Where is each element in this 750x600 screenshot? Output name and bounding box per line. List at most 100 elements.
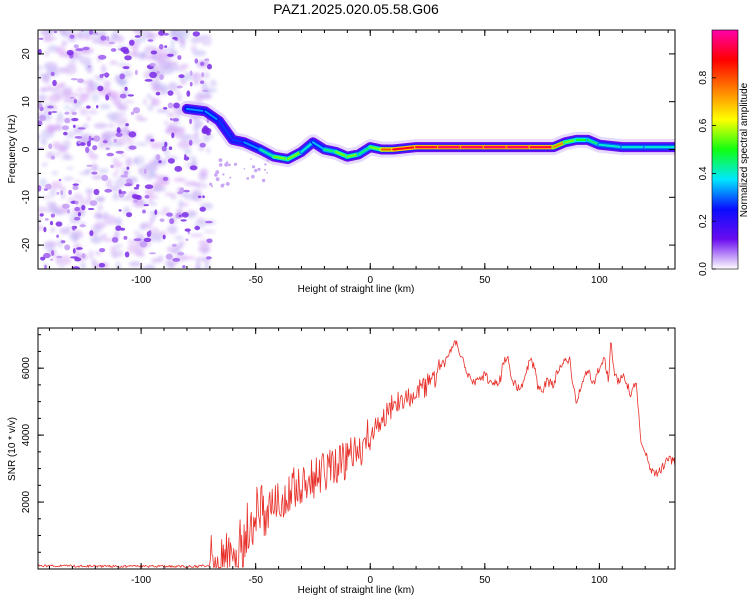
noise-dot: [211, 185, 214, 188]
noise-blob: [89, 153, 99, 160]
noise-blob: [135, 114, 143, 121]
noise-blob: [68, 232, 80, 240]
noise-blob: [134, 35, 141, 38]
noise-dot: [266, 171, 269, 174]
noise-blob: [96, 105, 99, 109]
noise-blob: [147, 104, 154, 112]
noise-blob: [88, 108, 98, 115]
noise-blob: [197, 195, 202, 198]
noise-blob: [156, 108, 170, 113]
noise-blob: [166, 112, 176, 118]
noise-blob: [101, 174, 109, 182]
noise-blob: [72, 185, 79, 191]
noise-blob: [159, 218, 165, 222]
noise-blob: [152, 85, 161, 92]
noise-blob: [48, 111, 52, 115]
noise-dot: [254, 168, 258, 173]
noise-blob: [128, 145, 137, 150]
noise-blob: [86, 116, 91, 122]
noise-blob: [93, 32, 99, 35]
noise-blob: [183, 148, 192, 155]
noise-blob: [192, 125, 200, 132]
noise-blob: [184, 228, 191, 232]
noise-blob: [130, 191, 139, 196]
noise-blob: [73, 44, 79, 49]
noise-blob: [189, 165, 198, 171]
noise-blob: [105, 147, 111, 151]
noise-blob: [107, 141, 121, 147]
noise-blob: [112, 96, 122, 106]
noise-blob: [74, 257, 82, 262]
noise-blob: [172, 36, 178, 40]
noise-blob: [63, 176, 74, 181]
noise-blob: [177, 251, 185, 256]
noise-blob: [89, 250, 94, 260]
noise-blob: [87, 188, 95, 194]
noise-blob: [173, 177, 186, 183]
noise-blob: [81, 253, 86, 259]
noise-blob: [192, 49, 207, 57]
noise-blob: [43, 252, 51, 259]
noise-blob: [172, 258, 181, 262]
noise-blob: [177, 94, 182, 102]
noise-blob: [55, 116, 65, 124]
noise-blob: [63, 105, 71, 110]
noise-dot: [225, 182, 230, 186]
noise-blob: [38, 103, 43, 109]
noise-blob: [109, 60, 118, 65]
noise-blob: [44, 218, 49, 221]
noise-blob: [99, 103, 111, 110]
noise-dot: [223, 183, 225, 186]
noise-blob: [197, 91, 203, 101]
noise-blob: [45, 183, 52, 190]
noise-dot: [222, 173, 225, 176]
noise-blob: [110, 249, 124, 258]
noise-blob: [116, 127, 121, 134]
noise-blob: [180, 202, 189, 207]
noise-blob: [75, 99, 84, 105]
noise-blob: [206, 147, 211, 154]
noise-blob: [72, 266, 81, 269]
noise-blob: [115, 132, 123, 138]
noise-blob: [191, 188, 202, 197]
noise-blob: [124, 137, 134, 142]
noise-blob: [124, 183, 132, 187]
noise-blob: [71, 117, 79, 122]
snr-y-label: SNR (10 * v/v): [7, 417, 18, 481]
noise-blob: [74, 206, 80, 212]
noise-blob: [108, 41, 115, 45]
noise-blob: [47, 205, 61, 214]
ridge-core: [243, 141, 262, 151]
noise-blob: [70, 78, 78, 81]
noise-blob: [123, 125, 129, 134]
snr-x-label: Height of straight line (km): [298, 585, 415, 596]
noise-blob: [165, 253, 173, 260]
noise-blob: [177, 55, 182, 60]
noise-blob: [158, 44, 164, 50]
noise-blob: [146, 93, 152, 99]
noise-blob: [119, 196, 132, 201]
noise-blob: [67, 36, 77, 43]
noise-blob: [150, 50, 158, 55]
noise-blob: [162, 234, 166, 240]
noise-blob: [50, 213, 56, 218]
noise-blob: [39, 87, 48, 93]
noise-blob: [193, 79, 199, 86]
noise-blob: [108, 123, 115, 128]
noise-blob: [56, 255, 63, 259]
noise-blob: [133, 199, 139, 203]
noise-blob: [64, 111, 70, 115]
noise-blob: [48, 94, 61, 103]
noise-blob: [172, 30, 179, 33]
noise-blob: [178, 214, 182, 217]
noise-blob: [41, 195, 52, 199]
noise-blob: [62, 203, 70, 209]
noise-blob: [144, 168, 147, 175]
noise-blob: [45, 240, 58, 248]
noise-blob: [123, 235, 128, 240]
noise-blob: [155, 91, 161, 96]
noise-blob: [47, 105, 54, 109]
noise-blob: [135, 37, 146, 43]
noise-blob: [167, 82, 179, 92]
noise-blob: [54, 123, 62, 131]
